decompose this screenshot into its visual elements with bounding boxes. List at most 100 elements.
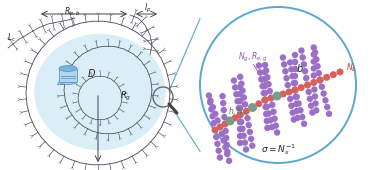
- Circle shape: [217, 154, 223, 161]
- Circle shape: [312, 100, 319, 107]
- Circle shape: [224, 142, 230, 148]
- Circle shape: [314, 63, 321, 69]
- Circle shape: [285, 82, 291, 88]
- Circle shape: [299, 54, 306, 61]
- Circle shape: [224, 149, 231, 155]
- Circle shape: [237, 91, 243, 97]
- Circle shape: [324, 104, 330, 110]
- Circle shape: [221, 107, 227, 113]
- Circle shape: [239, 126, 246, 132]
- Circle shape: [288, 103, 294, 109]
- Circle shape: [311, 58, 317, 65]
- Circle shape: [287, 59, 293, 66]
- Text: $N_b$: $N_b$: [346, 62, 357, 74]
- Circle shape: [219, 93, 226, 99]
- Circle shape: [307, 96, 313, 102]
- Circle shape: [217, 123, 223, 131]
- Circle shape: [302, 68, 308, 74]
- Circle shape: [311, 65, 317, 72]
- Circle shape: [209, 113, 216, 119]
- Circle shape: [244, 115, 251, 121]
- Circle shape: [270, 109, 277, 115]
- Circle shape: [323, 74, 330, 81]
- Circle shape: [316, 76, 324, 83]
- Circle shape: [237, 98, 243, 104]
- Circle shape: [262, 97, 268, 104]
- Circle shape: [226, 117, 234, 124]
- Circle shape: [211, 120, 217, 126]
- Text: D: D: [88, 69, 96, 79]
- Circle shape: [262, 62, 268, 68]
- Circle shape: [263, 118, 270, 124]
- Circle shape: [298, 84, 305, 91]
- Circle shape: [222, 128, 229, 134]
- Circle shape: [207, 99, 213, 106]
- Circle shape: [301, 121, 307, 127]
- Circle shape: [259, 83, 266, 89]
- Circle shape: [330, 71, 337, 78]
- Circle shape: [258, 76, 265, 82]
- Circle shape: [248, 103, 257, 112]
- Circle shape: [294, 108, 300, 114]
- Circle shape: [226, 158, 232, 164]
- Circle shape: [222, 121, 228, 128]
- Circle shape: [231, 77, 237, 84]
- Circle shape: [309, 109, 316, 116]
- Circle shape: [242, 139, 248, 146]
- Circle shape: [249, 142, 256, 149]
- Circle shape: [310, 79, 317, 86]
- Circle shape: [311, 72, 317, 79]
- Text: $l_p$: $l_p$: [144, 2, 152, 15]
- Circle shape: [292, 52, 298, 58]
- Circle shape: [269, 102, 276, 108]
- Circle shape: [311, 86, 318, 93]
- Bar: [59, 69, 77, 81]
- Circle shape: [293, 94, 299, 100]
- Circle shape: [237, 133, 243, 139]
- Circle shape: [292, 73, 298, 79]
- Circle shape: [212, 111, 218, 117]
- Circle shape: [292, 80, 298, 86]
- Circle shape: [273, 91, 282, 100]
- Circle shape: [304, 81, 311, 89]
- Circle shape: [213, 134, 219, 140]
- Circle shape: [220, 137, 227, 144]
- Circle shape: [207, 97, 214, 104]
- Circle shape: [237, 140, 243, 146]
- Circle shape: [218, 131, 225, 137]
- Circle shape: [264, 74, 271, 81]
- Circle shape: [214, 141, 221, 147]
- Circle shape: [291, 87, 299, 94]
- Circle shape: [245, 122, 252, 128]
- Circle shape: [237, 105, 243, 111]
- Circle shape: [262, 90, 268, 96]
- Circle shape: [271, 115, 278, 122]
- Circle shape: [336, 69, 344, 75]
- Circle shape: [237, 74, 243, 80]
- Circle shape: [313, 56, 319, 63]
- Text: $b$: $b$: [296, 62, 304, 74]
- Circle shape: [232, 84, 239, 91]
- Circle shape: [248, 136, 254, 142]
- Circle shape: [293, 101, 299, 107]
- Circle shape: [305, 89, 312, 95]
- Circle shape: [212, 126, 218, 133]
- Circle shape: [221, 114, 228, 120]
- Circle shape: [210, 104, 216, 110]
- Circle shape: [269, 124, 276, 130]
- Circle shape: [263, 111, 270, 117]
- Circle shape: [223, 135, 229, 141]
- Circle shape: [260, 90, 267, 96]
- Circle shape: [231, 115, 239, 122]
- Circle shape: [299, 114, 305, 120]
- Circle shape: [256, 62, 262, 69]
- Circle shape: [316, 76, 324, 83]
- Circle shape: [262, 97, 268, 104]
- Text: $h, N_s$: $h, N_s$: [228, 106, 247, 118]
- Text: $R_g$: $R_g$: [120, 89, 131, 103]
- Circle shape: [281, 61, 287, 68]
- Circle shape: [237, 112, 243, 118]
- Circle shape: [240, 132, 247, 139]
- Circle shape: [208, 106, 215, 113]
- Circle shape: [285, 89, 293, 96]
